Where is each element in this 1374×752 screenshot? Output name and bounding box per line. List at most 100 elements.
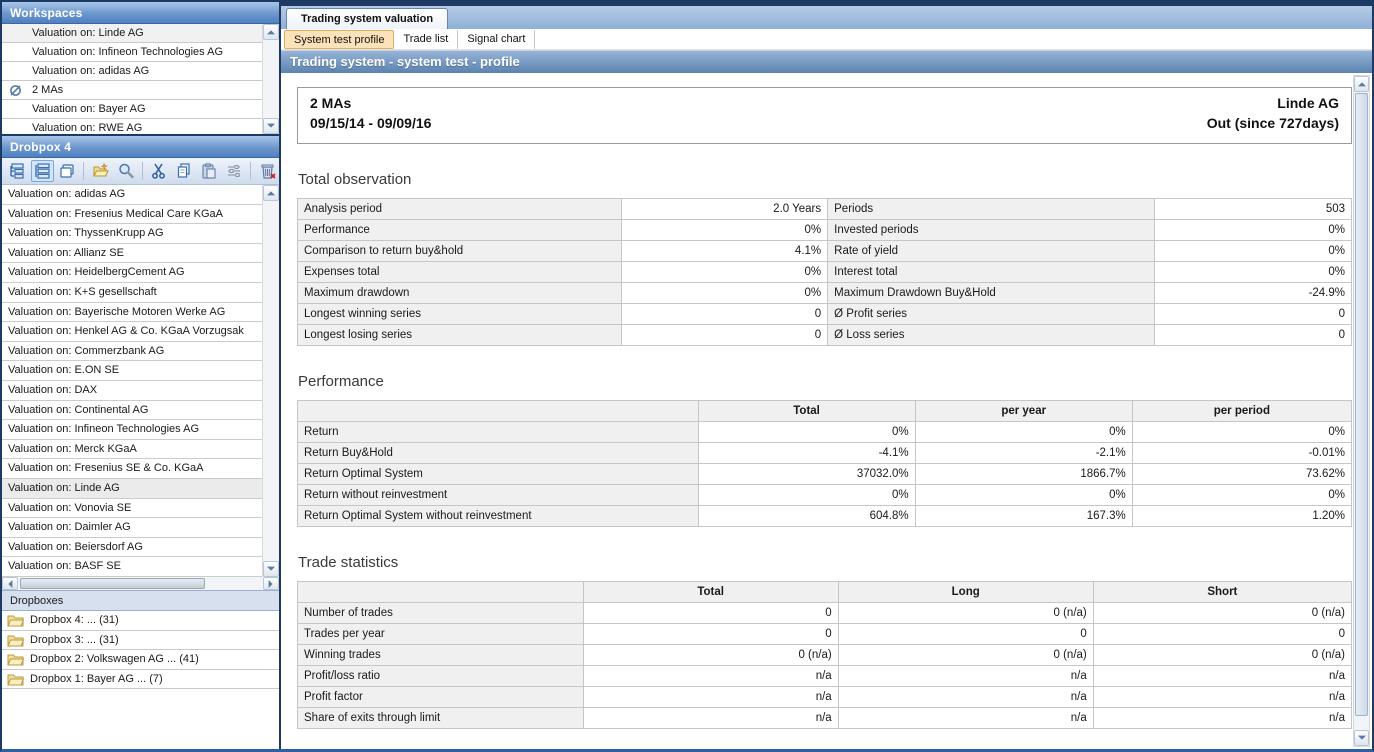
tree-view-icon[interactable]: [6, 160, 29, 182]
metric-value: 0 (n/a): [1092, 602, 1352, 624]
metric-value: -2.1%: [914, 442, 1133, 464]
content-scrollbar[interactable]: [1353, 75, 1370, 747]
dropbox-folder-label: Dropbox 4: ... (31): [30, 614, 119, 626]
table-row: Longest losing series 0 Ø Loss series 0: [297, 324, 1352, 346]
dropbox-list-item[interactable]: Valuation on: ThyssenKrupp AG: [2, 224, 262, 244]
subtab[interactable]: Trade list: [394, 29, 459, 49]
sidebar-empty-area: [2, 689, 279, 749]
card-view-icon[interactable]: [56, 160, 79, 182]
dropbox4-panel-header: Drobpox 4: [2, 136, 279, 158]
table-row: Winning trades 0 (n/a) 0 (n/a) 0 (n/a): [297, 644, 1352, 666]
workspaces-scrollbar[interactable]: [262, 24, 279, 134]
scroll-left-button[interactable]: [2, 577, 18, 590]
list-view-icon[interactable]: [30, 160, 54, 182]
dropbox-folder-label: Dropbox 3: ... (31): [30, 633, 119, 646]
metric-value: 0: [837, 623, 1094, 645]
metric-value: -24.9%: [1153, 282, 1352, 304]
dropbox-list-item[interactable]: Valuation on: Continental AG: [2, 400, 262, 421]
metric-value: 73.62%: [1131, 463, 1352, 485]
dropbox-list-item[interactable]: Valuation on: Beiersdorf AG: [2, 537, 262, 558]
dropbox-list-item[interactable]: Valuation on: Henkel AG & Co. KGaA Vorzu…: [2, 322, 262, 342]
dropbox-folder-item[interactable]: Dropbox 1: Bayer AG ... (7): [2, 669, 279, 690]
workspace-list-item[interactable]: Valuation on: Infineon Technologies AG: [2, 43, 262, 62]
metric-value: 0: [620, 324, 829, 346]
dropbox-list-item[interactable]: Valuation on: Linde AG: [2, 478, 262, 499]
column-header: per year: [914, 400, 1133, 422]
dropbox-list-item[interactable]: Valuation on: Daimler AG: [2, 518, 262, 538]
metric-label: Number of trades: [297, 602, 584, 624]
dropbox-item-label: Valuation on: Continental AG: [8, 403, 149, 416]
dropbox-folder-item[interactable]: Dropbox 4: ... (31): [2, 611, 279, 631]
dropbox-list-item[interactable]: Valuation on: Commerzbank AG: [2, 341, 262, 362]
dropboxes-list: Dropbox 4: ... (31) Dropbox 3: ... (31) …: [2, 611, 279, 690]
dropbox-list-item[interactable]: Valuation on: Infineon Technologies AG: [2, 420, 262, 440]
open-folder-icon[interactable]: [89, 160, 112, 182]
delete-icon[interactable]: [256, 160, 279, 182]
dropbox-list-item[interactable]: Valuation on: HeidelbergCement AG: [2, 263, 262, 283]
metric-label: Longest winning series: [297, 303, 622, 325]
scroll-up-button[interactable]: [263, 24, 279, 40]
dropbox-item-label: Valuation on: Merck KGaA: [8, 442, 137, 455]
dropbox-list-scrollbar[interactable]: [262, 185, 279, 577]
table-row: Maximum drawdown 0% Maximum Drawdown Buy…: [297, 282, 1352, 304]
subtab[interactable]: Signal chart: [458, 29, 536, 49]
filter-icon[interactable]: [222, 160, 245, 182]
metric-value: n/a: [582, 686, 839, 708]
metric-value: 37032.0%: [697, 463, 916, 485]
scroll-down-button[interactable]: [263, 561, 279, 577]
search-icon[interactable]: [114, 160, 137, 182]
workspace-list-item[interactable]: Valuation on: RWE AG: [2, 119, 262, 134]
workspace-list-item[interactable]: Valuation on: adidas AG: [2, 62, 262, 81]
column-header: Short: [1092, 581, 1352, 603]
dropbox-list-item[interactable]: Valuation on: Fresenius SE & Co. KGaA: [2, 459, 262, 479]
workspace-list-item[interactable]: 2 MAs: [2, 81, 262, 100]
metric-label: Rate of yield: [827, 240, 1155, 262]
dropbox-list-item[interactable]: Valuation on: adidas AG: [2, 185, 262, 205]
empty-header-cell: [297, 581, 584, 603]
scroll-thumb[interactable]: [20, 578, 205, 589]
table-header-row: Total Long Short: [297, 581, 1352, 603]
table-row: Return Optimal System 37032.0% 1866.7% 7…: [297, 463, 1352, 485]
dropbox-list-item[interactable]: Valuation on: K+S gesellschaft: [2, 282, 262, 303]
dropbox-list-item[interactable]: Valuation on: BASF SE: [2, 557, 262, 577]
cut-icon[interactable]: [148, 160, 171, 182]
dropbox-list-item[interactable]: Valuation on: E.ON SE: [2, 361, 262, 381]
dropbox-item-label: Valuation on: BASF SE: [8, 560, 121, 573]
dropbox4-title: Drobpox 4: [10, 140, 72, 154]
scroll-down-button[interactable]: [263, 118, 279, 134]
metric-label: Trades per year: [297, 623, 584, 645]
section-title-total-observation: Total observation: [298, 171, 412, 188]
dropbox-list-item[interactable]: Valuation on: Bayerische Motoren Werke A…: [2, 302, 262, 323]
scroll-thumb[interactable]: [1355, 93, 1368, 716]
subtab[interactable]: System test profile: [284, 29, 395, 49]
table-row: Analysis period 2.0 Years Periods 503: [297, 198, 1352, 220]
workspaces-list: Valuation on: Linde AG Valuation on: Inf…: [2, 24, 262, 134]
scroll-down-button[interactable]: [1354, 730, 1369, 746]
dropbox-list-hscrollbar[interactable]: [2, 577, 279, 591]
dropbox-list-item[interactable]: Valuation on: Allianz SE: [2, 243, 262, 264]
metric-value: n/a: [1092, 686, 1352, 708]
metric-label: Profit factor: [297, 686, 584, 708]
dropbox-list-item[interactable]: Valuation on: Fresenius Medical Care KGa…: [2, 204, 262, 225]
scroll-up-button[interactable]: [1354, 76, 1369, 92]
tab-trading-system-valuation[interactable]: Trading system valuation: [286, 8, 449, 29]
workspace-list-item[interactable]: Valuation on: Bayer AG: [2, 100, 262, 119]
scroll-up-button[interactable]: [263, 185, 279, 201]
info-left: 2 MAs 09/15/14 - 09/09/16: [310, 95, 431, 143]
metric-value: 2.0 Years: [620, 198, 829, 220]
copy-icon[interactable]: [173, 160, 196, 182]
paste-icon[interactable]: [198, 160, 221, 182]
dropbox-folder-item[interactable]: Dropbox 2: Volkswagen AG ... (41): [2, 650, 279, 670]
metric-label: Comparison to return buy&hold: [297, 240, 622, 262]
column-header: Total: [582, 581, 839, 603]
workspace-list-item[interactable]: Valuation on: Linde AG: [2, 24, 262, 43]
dropbox-list-item[interactable]: Valuation on: DAX: [2, 380, 262, 401]
dropbox-item-label: Valuation on: Fresenius SE & Co. KGaA: [8, 462, 204, 475]
scroll-right-button[interactable]: [263, 577, 279, 590]
dropbox-list-item[interactable]: Valuation on: Merck KGaA: [2, 439, 262, 460]
workspace-item-label: Valuation on: adidas AG: [32, 65, 150, 77]
dropbox-folder-label: Dropbox 1: Bayer AG ... (7): [30, 672, 163, 685]
metric-value: 1866.7%: [914, 463, 1133, 485]
dropbox-list-item[interactable]: Valuation on: Vonovia SE: [2, 498, 262, 519]
dropbox-folder-item[interactable]: Dropbox 3: ... (31): [2, 630, 279, 651]
